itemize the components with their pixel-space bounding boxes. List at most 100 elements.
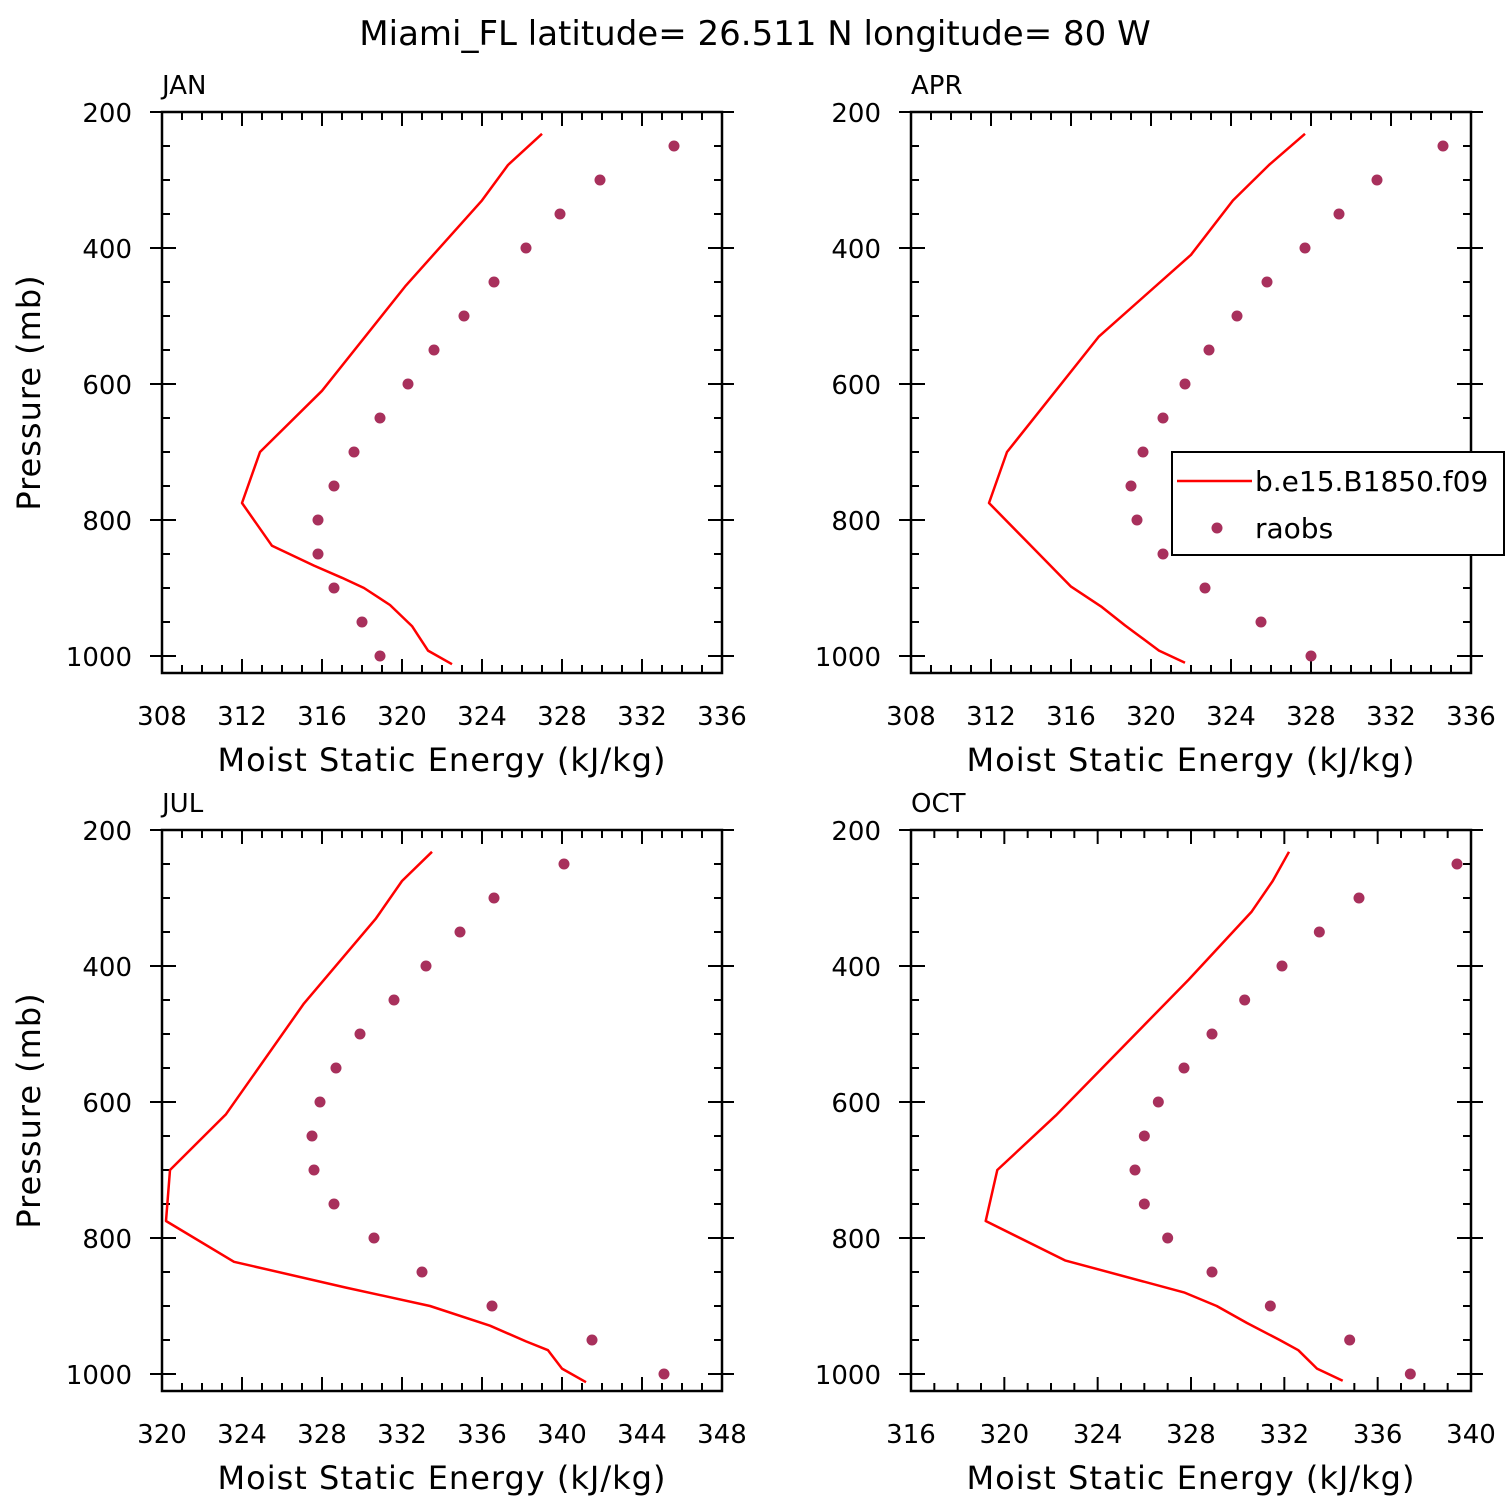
raobs-point bbox=[1261, 276, 1273, 288]
raobs-point bbox=[328, 480, 340, 492]
raobs-point bbox=[328, 1198, 340, 1210]
panel-label: JUL bbox=[160, 789, 204, 819]
x-tick-label: 324 bbox=[1206, 702, 1256, 732]
data-layer bbox=[240, 132, 680, 666]
legend-box bbox=[1171, 451, 1505, 556]
raobs-point bbox=[1305, 650, 1317, 662]
raobs-point bbox=[1371, 174, 1383, 186]
y-tick-label: 1000 bbox=[66, 1361, 132, 1391]
y-tick-label: 400 bbox=[82, 235, 132, 265]
raobs-point bbox=[1451, 858, 1463, 870]
y-tick-label: 800 bbox=[82, 1225, 132, 1255]
raobs-point bbox=[1437, 140, 1449, 152]
legend-marker-swatch bbox=[1211, 522, 1223, 534]
y-tick-label: 600 bbox=[82, 1089, 132, 1119]
raobs-point bbox=[312, 548, 324, 560]
y-tick-label: 600 bbox=[82, 371, 132, 401]
x-tick-label: 340 bbox=[537, 1420, 587, 1450]
legend-label-obs: raobs bbox=[1255, 512, 1333, 545]
raobs-point bbox=[488, 276, 500, 288]
raobs-point bbox=[668, 140, 680, 152]
chart-panel-oct: OCT 316 320 324 328 332 336 340 200 400 600 800 1000… bbox=[815, 789, 1496, 1497]
raobs-point bbox=[308, 1164, 320, 1176]
x-tick-label: 344 bbox=[617, 1420, 667, 1450]
x-tick-label: 312 bbox=[966, 702, 1016, 732]
raobs-point bbox=[348, 446, 360, 458]
raobs-point bbox=[1178, 1062, 1190, 1074]
raobs-point bbox=[330, 1062, 342, 1074]
x-tick-label: 320 bbox=[137, 1420, 187, 1450]
raobs-point bbox=[1129, 1164, 1141, 1176]
x-tick-label: 320 bbox=[1126, 702, 1176, 732]
x-tick-label: 328 bbox=[1286, 702, 1336, 732]
raobs-point bbox=[306, 1130, 318, 1142]
raobs-point bbox=[558, 858, 570, 870]
chart-panel-jul: JUL 320 324 328 332 336 340 344 348 200 400 600 800 1… bbox=[10, 789, 747, 1497]
y-tick-label: 1000 bbox=[815, 1361, 881, 1391]
data-layer bbox=[164, 850, 670, 1384]
y-axis-label: Pressure (mb) bbox=[10, 274, 48, 510]
y-tick-label: 600 bbox=[831, 371, 881, 401]
raobs-point bbox=[1199, 582, 1211, 594]
y-tick-label: 200 bbox=[82, 817, 132, 847]
raobs-point bbox=[520, 242, 532, 254]
model-line bbox=[240, 132, 543, 666]
x-tick-label: 328 bbox=[297, 1420, 347, 1450]
figure-title: Miami_FL latitude= 26.511 N longitude= 8… bbox=[359, 14, 1150, 54]
data-layer bbox=[987, 132, 1449, 664]
raobs-point bbox=[1157, 412, 1169, 424]
x-tick-label: 332 bbox=[1366, 702, 1416, 732]
raobs-point bbox=[1299, 242, 1311, 254]
y-tick-label: 1000 bbox=[815, 643, 881, 673]
chart-panel-jan: JAN 308 312 316 320 324 328 332 336 200 400 600 800 1… bbox=[10, 71, 747, 779]
y-axis-label: Pressure (mb) bbox=[10, 992, 48, 1228]
y-tick-label: 200 bbox=[82, 99, 132, 129]
y-tick-label: 800 bbox=[82, 507, 132, 537]
raobs-point bbox=[356, 616, 368, 628]
x-tick-label: 336 bbox=[1446, 702, 1496, 732]
model-line bbox=[164, 850, 587, 1384]
x-tick-label: 332 bbox=[617, 702, 667, 732]
chart-panel-apr: APR 308 312 316 320 324 328 332 336 200 400 600 800 1… bbox=[815, 71, 1505, 779]
raobs-point bbox=[658, 1368, 670, 1380]
raobs-point bbox=[486, 1300, 498, 1312]
y-tick-label: 200 bbox=[831, 817, 881, 847]
raobs-point bbox=[1203, 344, 1215, 356]
panel-label: JAN bbox=[160, 71, 206, 101]
x-tick-label: 308 bbox=[886, 702, 936, 732]
raobs-point bbox=[1179, 378, 1191, 390]
data-layer bbox=[984, 851, 1463, 1382]
raobs-point bbox=[1152, 1096, 1164, 1108]
raobs-point bbox=[1157, 548, 1169, 560]
raobs-point bbox=[314, 1096, 326, 1108]
raobs-point bbox=[1138, 1130, 1150, 1142]
y-tick-label: 200 bbox=[831, 99, 881, 129]
y-tick-label: 1000 bbox=[66, 643, 132, 673]
x-tick-label: 316 bbox=[1046, 702, 1096, 732]
y-tick-label: 400 bbox=[831, 953, 881, 983]
raobs-point bbox=[488, 892, 500, 904]
raobs-point bbox=[374, 412, 386, 424]
raobs-point bbox=[374, 650, 386, 662]
x-tick-label: 336 bbox=[697, 702, 747, 732]
legend: b.e15.B1850.f09 raobs bbox=[1171, 451, 1505, 556]
x-tick-label: 320 bbox=[377, 702, 427, 732]
x-tick-label: 332 bbox=[1260, 1420, 1310, 1450]
raobs-point bbox=[416, 1266, 428, 1278]
panel-label: APR bbox=[911, 71, 963, 101]
x-axis-label: Moist Static Energy (kJ/kg) bbox=[218, 741, 667, 779]
raobs-point bbox=[328, 582, 340, 594]
raobs-point bbox=[1344, 1334, 1356, 1346]
raobs-point bbox=[1353, 892, 1365, 904]
panel-label: OCT bbox=[911, 789, 966, 819]
x-axis-label: Moist Static Energy (kJ/kg) bbox=[218, 1459, 667, 1497]
raobs-point bbox=[1206, 1028, 1218, 1040]
raobs-point bbox=[1264, 1300, 1276, 1312]
x-tick-label: 328 bbox=[537, 702, 587, 732]
raobs-point bbox=[1276, 960, 1288, 972]
x-tick-label: 308 bbox=[137, 702, 187, 732]
raobs-point bbox=[1138, 1198, 1150, 1210]
raobs-point bbox=[1131, 514, 1143, 526]
raobs-point bbox=[1162, 1232, 1174, 1244]
